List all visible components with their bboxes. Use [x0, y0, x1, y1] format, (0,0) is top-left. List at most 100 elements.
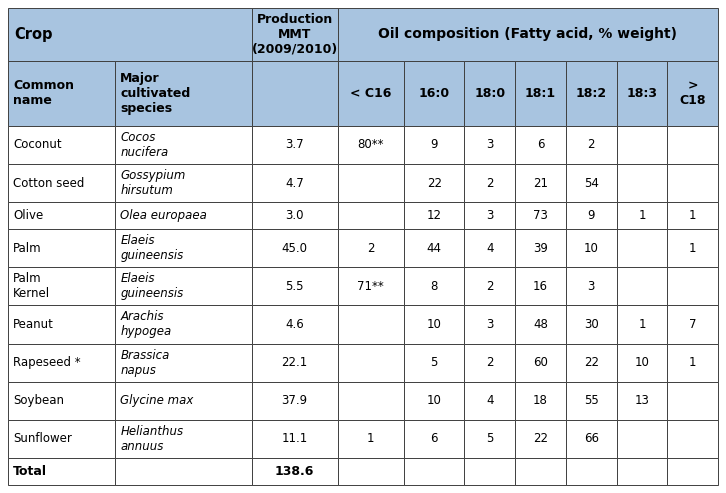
Bar: [616, 344, 667, 382]
Text: 37.9: 37.9: [282, 394, 308, 407]
Text: 39: 39: [533, 242, 548, 255]
Bar: [252, 267, 338, 306]
Bar: [8, 306, 115, 344]
Bar: [404, 306, 465, 344]
Text: 3: 3: [587, 280, 595, 293]
Bar: [404, 229, 465, 267]
Text: 2: 2: [486, 176, 494, 189]
Text: 138.6: 138.6: [275, 465, 314, 478]
Text: 18:2: 18:2: [576, 87, 607, 100]
Bar: [338, 8, 718, 61]
Bar: [616, 164, 667, 202]
Bar: [616, 382, 667, 420]
Text: 60: 60: [533, 356, 548, 369]
Text: 5: 5: [486, 432, 494, 445]
Text: 2: 2: [367, 242, 375, 255]
Bar: [616, 202, 667, 229]
Text: Elaeis
guineensis: Elaeis guineensis: [121, 234, 184, 262]
Text: 9: 9: [431, 139, 438, 151]
Text: 22: 22: [584, 356, 599, 369]
Bar: [566, 126, 616, 164]
Bar: [566, 382, 616, 420]
Bar: [115, 458, 252, 485]
Text: Brassica
napus: Brassica napus: [121, 349, 170, 377]
Text: 55: 55: [584, 394, 599, 407]
Bar: [404, 126, 465, 164]
Text: 12: 12: [427, 209, 441, 222]
Bar: [566, 344, 616, 382]
Bar: [338, 229, 404, 267]
Bar: [515, 382, 566, 420]
Bar: [404, 420, 465, 458]
Text: 3.7: 3.7: [285, 139, 304, 151]
Text: Palm
Kernel: Palm Kernel: [13, 273, 50, 300]
Bar: [515, 126, 566, 164]
Text: 2: 2: [486, 280, 494, 293]
Bar: [616, 61, 667, 126]
Text: 13: 13: [635, 394, 649, 407]
Text: 4.6: 4.6: [285, 318, 304, 331]
Text: 1: 1: [638, 318, 645, 331]
Bar: [566, 202, 616, 229]
Bar: [616, 229, 667, 267]
Text: Elaeis
guineensis: Elaeis guineensis: [121, 273, 184, 300]
Text: 16:0: 16:0: [419, 87, 450, 100]
Bar: [667, 306, 718, 344]
Bar: [338, 382, 404, 420]
Bar: [8, 61, 115, 126]
Text: 4: 4: [486, 394, 494, 407]
Text: 8: 8: [431, 280, 438, 293]
Bar: [667, 61, 718, 126]
Bar: [252, 420, 338, 458]
Text: 30: 30: [584, 318, 599, 331]
Bar: [566, 61, 616, 126]
Bar: [465, 458, 515, 485]
Bar: [252, 202, 338, 229]
Bar: [252, 458, 338, 485]
Bar: [566, 267, 616, 306]
Bar: [252, 229, 338, 267]
Text: Cotton seed: Cotton seed: [13, 176, 84, 189]
Text: 7: 7: [689, 318, 696, 331]
Bar: [515, 164, 566, 202]
Bar: [8, 164, 115, 202]
Bar: [465, 306, 515, 344]
Text: Major
cultivated
species: Major cultivated species: [121, 72, 190, 115]
Text: 3: 3: [486, 209, 494, 222]
Bar: [667, 420, 718, 458]
Bar: [8, 267, 115, 306]
Bar: [115, 126, 252, 164]
Bar: [338, 344, 404, 382]
Bar: [338, 164, 404, 202]
Bar: [465, 61, 515, 126]
Text: Oil composition (Fatty acid, % weight): Oil composition (Fatty acid, % weight): [378, 27, 677, 41]
Bar: [465, 229, 515, 267]
Bar: [515, 229, 566, 267]
Bar: [8, 458, 115, 485]
Bar: [667, 458, 718, 485]
Bar: [404, 382, 465, 420]
Text: Rapeseed *: Rapeseed *: [13, 356, 81, 369]
Bar: [8, 229, 115, 267]
Bar: [338, 458, 404, 485]
Bar: [115, 202, 252, 229]
Bar: [252, 306, 338, 344]
Bar: [515, 202, 566, 229]
Text: 66: 66: [584, 432, 599, 445]
Text: 4.7: 4.7: [285, 176, 304, 189]
Bar: [667, 267, 718, 306]
Bar: [252, 344, 338, 382]
Bar: [115, 267, 252, 306]
Bar: [338, 126, 404, 164]
Text: Total: Total: [13, 465, 47, 478]
Text: 1: 1: [689, 209, 696, 222]
Bar: [465, 202, 515, 229]
Text: 45.0: 45.0: [282, 242, 308, 255]
Bar: [566, 306, 616, 344]
Text: Peanut: Peanut: [13, 318, 54, 331]
Bar: [115, 306, 252, 344]
Bar: [404, 267, 465, 306]
Text: 6: 6: [537, 139, 544, 151]
Text: Common
name: Common name: [13, 79, 74, 107]
Text: Production
MMT
(2009/2010): Production MMT (2009/2010): [252, 13, 338, 56]
